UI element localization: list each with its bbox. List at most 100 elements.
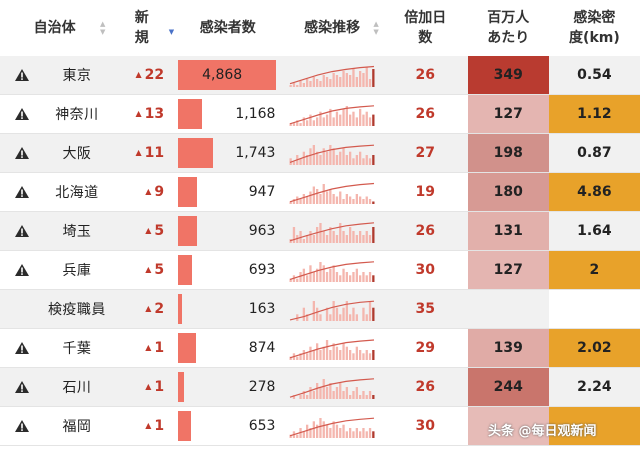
cases-bar (178, 294, 183, 324)
trend-bar (302, 239, 306, 243)
trend-bar (359, 196, 362, 204)
increase-arrow-icon: ▲ (135, 109, 142, 118)
doubling-days: 26 (382, 94, 468, 134)
table-row[interactable]: 東京 ▲ 22 4,868 26 349 0.54 (0, 56, 640, 95)
trend-bar (325, 114, 329, 126)
trend-bar (316, 227, 319, 243)
trend-bar (335, 424, 339, 438)
infection-density: 1.12 (548, 94, 640, 134)
trend-bar (352, 272, 355, 282)
trend-bar (345, 387, 349, 399)
trend-bar (322, 265, 325, 282)
prefecture-name: 東京 (44, 56, 110, 95)
trend-bar (306, 314, 309, 321)
trend-bar (332, 343, 335, 360)
trend-bar (355, 235, 359, 243)
header-trend-label: 感染推移 (304, 20, 361, 36)
trend-bar (312, 272, 316, 282)
trend-sparkline (289, 378, 375, 399)
trend-bar (335, 75, 339, 87)
trend-bar (355, 346, 359, 360)
trend-bar (362, 272, 365, 282)
trend-bar (312, 145, 316, 165)
header-pref[interactable]: 自治体 ▲ ▼ (0, 0, 110, 56)
trend-bar (309, 428, 312, 438)
trend-bar (302, 194, 306, 204)
trend-bar (289, 434, 292, 438)
trend-bar (299, 199, 302, 204)
trend-bar (329, 227, 332, 243)
table-row[interactable]: 北海道 ▲ 9 947 19 180 4.86 (0, 172, 640, 212)
trend-bar (365, 431, 368, 438)
trend-bar (359, 231, 362, 243)
trend-bar (306, 196, 309, 204)
trend-bar (296, 196, 299, 204)
trend-bar (329, 189, 332, 204)
trend-bar (296, 85, 299, 87)
trend-bar (296, 278, 299, 282)
trend-bar (312, 120, 316, 126)
header-new[interactable]: 新 規 ▲ ▼ (109, 0, 175, 56)
table-row[interactable]: 大阪 ▲ 11 1,743 27 198 0.87 (0, 133, 640, 173)
trend-bar (372, 275, 375, 282)
trend-bar (332, 391, 335, 399)
trend-bar (316, 117, 319, 126)
per-million: 349 (467, 56, 549, 95)
table-row[interactable]: 神奈川 ▲ 13 1,168 26 127 1.12 (0, 94, 640, 134)
table-row[interactable]: 福岡 ▲ 1 653 30 (0, 406, 640, 446)
trend-bar (335, 387, 339, 399)
table-row[interactable]: 千葉 ▲ 1 874 29 139 2.02 (0, 328, 640, 368)
cases-bar (178, 255, 193, 285)
header-density[interactable]: 感染密 度(km) (548, 0, 640, 56)
trend-bar (325, 77, 329, 87)
trend-bar (329, 79, 332, 87)
trend-bar (312, 77, 316, 87)
trend-bar (342, 343, 345, 360)
header-per-million[interactable]: 百万人 あたり (467, 0, 549, 56)
trend-bar (352, 391, 355, 399)
per-million: 244 (467, 367, 549, 407)
trend-bar (352, 353, 355, 360)
trend-bar (372, 431, 375, 438)
table-row[interactable]: 検疫職員 ▲ 2 163 35 (0, 289, 640, 329)
trend-bar (319, 350, 322, 360)
trend-bar (339, 350, 342, 360)
new-cases-cell: ▲ 2 (109, 289, 175, 329)
trend-bar (342, 71, 345, 87)
header-trend[interactable]: 感染推移 ▲ ▼ (281, 0, 383, 56)
trend-line (289, 144, 375, 163)
doubling-days: 30 (382, 250, 468, 290)
new-cases-cell: ▲ 13 (109, 94, 175, 134)
cases-value: 653 (248, 418, 276, 434)
trend-bar (335, 346, 339, 360)
trend-bar (306, 155, 309, 165)
trend-bar (322, 117, 325, 126)
trend-bar (306, 79, 309, 87)
trend-bar (329, 383, 332, 399)
trend-bar (322, 231, 325, 243)
trend-bar (352, 158, 355, 165)
table-row[interactable]: 埼玉 ▲ 5 963 26 131 1.64 (0, 211, 640, 251)
trend-bar (339, 191, 342, 204)
trend-cell (281, 133, 383, 173)
table-row[interactable]: 兵庫 ▲ 5 693 30 127 2 (0, 250, 640, 290)
trend-bar (309, 265, 312, 282)
trend-bar (319, 262, 322, 282)
cases-cell: 947 (174, 172, 282, 212)
infection-density (548, 406, 640, 446)
trend-line (289, 261, 375, 280)
trend-bar (309, 191, 312, 204)
trend-bar (309, 231, 312, 243)
infection-density: 2.02 (548, 328, 640, 368)
trend-bar (312, 391, 316, 399)
trend-bar (345, 301, 349, 321)
header-cases[interactable]: 感染者数 (174, 0, 282, 56)
trend-bar (372, 395, 375, 399)
header-doubling[interactable]: 倍加日 数 (382, 0, 468, 56)
table-row[interactable]: 石川 ▲ 1 278 26 244 2.24 (0, 367, 640, 407)
increase-arrow-icon: ▲ (145, 343, 152, 352)
trend-bar (306, 395, 309, 399)
trend-bar (362, 199, 365, 204)
header-density-line2: 度(km) (569, 30, 620, 46)
trend-bar (325, 235, 329, 243)
